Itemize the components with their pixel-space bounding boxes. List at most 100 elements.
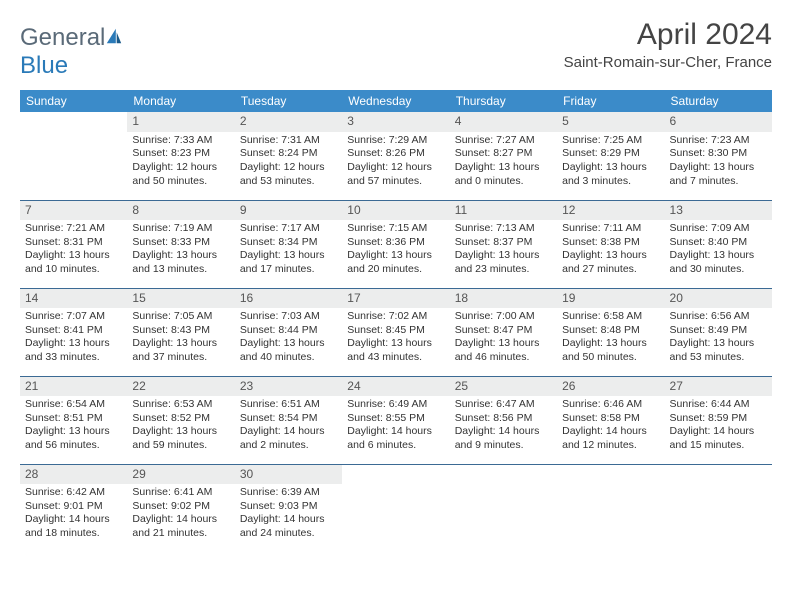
day-number: 8	[127, 201, 234, 221]
day-number: 20	[665, 289, 772, 309]
logo-text-general: General	[20, 24, 105, 51]
daylight-line1: Daylight: 13 hours	[132, 249, 229, 263]
daylight-line1: Daylight: 13 hours	[455, 337, 552, 351]
day-details: Sunrise: 6:39 AMSunset: 9:03 PMDaylight:…	[240, 486, 337, 541]
sunrise-line: Sunrise: 6:41 AM	[132, 486, 229, 500]
sunrise-line: Sunrise: 6:54 AM	[25, 398, 122, 412]
day-details: Sunrise: 6:44 AMSunset: 8:59 PMDaylight:…	[670, 398, 767, 453]
day-header-row: Sunday Monday Tuesday Wednesday Thursday…	[20, 90, 772, 112]
sunset-line: Sunset: 9:02 PM	[132, 500, 229, 514]
daylight-line2: and 53 minutes.	[670, 351, 767, 365]
sunrise-line: Sunrise: 6:44 AM	[670, 398, 767, 412]
daylight-line2: and 43 minutes.	[347, 351, 444, 365]
daylight-line1: Daylight: 13 hours	[562, 161, 659, 175]
day-details: Sunrise: 6:46 AMSunset: 8:58 PMDaylight:…	[562, 398, 659, 453]
daylight-line2: and 24 minutes.	[240, 527, 337, 541]
month-title: April 2024	[564, 18, 772, 52]
day-number: 27	[665, 377, 772, 397]
day-details: Sunrise: 7:02 AMSunset: 8:45 PMDaylight:…	[347, 310, 444, 365]
daylight-line2: and 27 minutes.	[562, 263, 659, 277]
day-number: 3	[342, 112, 449, 132]
calendar-row: 21Sunrise: 6:54 AMSunset: 8:51 PMDayligh…	[20, 376, 772, 464]
daylight-line2: and 53 minutes.	[240, 175, 337, 189]
sunset-line: Sunset: 8:37 PM	[455, 236, 552, 250]
day-number: 10	[342, 201, 449, 221]
day-details: Sunrise: 6:51 AMSunset: 8:54 PMDaylight:…	[240, 398, 337, 453]
logo-text: GeneralBlue	[20, 24, 123, 80]
day-details: Sunrise: 6:58 AMSunset: 8:48 PMDaylight:…	[562, 310, 659, 365]
sunset-line: Sunset: 8:36 PM	[347, 236, 444, 250]
daylight-line1: Daylight: 13 hours	[670, 161, 767, 175]
sunrise-line: Sunrise: 7:07 AM	[25, 310, 122, 324]
daylight-line2: and 3 minutes.	[562, 175, 659, 189]
sunset-line: Sunset: 8:24 PM	[240, 147, 337, 161]
day-details: Sunrise: 7:33 AMSunset: 8:23 PMDaylight:…	[132, 134, 229, 189]
daylight-line1: Daylight: 13 hours	[25, 425, 122, 439]
calendar-cell	[665, 464, 772, 547]
daylight-line1: Daylight: 13 hours	[347, 337, 444, 351]
day-number: 21	[20, 377, 127, 397]
sunset-line: Sunset: 8:52 PM	[132, 412, 229, 426]
day-details: Sunrise: 6:56 AMSunset: 8:49 PMDaylight:…	[670, 310, 767, 365]
day-header: Monday	[127, 90, 234, 112]
daylight-line2: and 15 minutes.	[670, 439, 767, 453]
day-number: 11	[450, 201, 557, 221]
calendar-row: 28Sunrise: 6:42 AMSunset: 9:01 PMDayligh…	[20, 464, 772, 547]
day-number: 23	[235, 377, 342, 397]
daylight-line2: and 46 minutes.	[455, 351, 552, 365]
daylight-line1: Daylight: 12 hours	[132, 161, 229, 175]
sunrise-line: Sunrise: 7:15 AM	[347, 222, 444, 236]
daylight-line1: Daylight: 14 hours	[240, 513, 337, 527]
daylight-line1: Daylight: 13 hours	[455, 249, 552, 263]
sunset-line: Sunset: 8:47 PM	[455, 324, 552, 338]
calendar-cell: 9Sunrise: 7:17 AMSunset: 8:34 PMDaylight…	[235, 200, 342, 288]
sunset-line: Sunset: 8:29 PM	[562, 147, 659, 161]
sunrise-line: Sunrise: 7:02 AM	[347, 310, 444, 324]
calendar-cell	[20, 112, 127, 200]
sunrise-line: Sunrise: 6:47 AM	[455, 398, 552, 412]
calendar-cell: 17Sunrise: 7:02 AMSunset: 8:45 PMDayligh…	[342, 288, 449, 376]
daylight-line2: and 59 minutes.	[132, 439, 229, 453]
sunset-line: Sunset: 8:55 PM	[347, 412, 444, 426]
day-details: Sunrise: 7:25 AMSunset: 8:29 PMDaylight:…	[562, 134, 659, 189]
calendar-cell: 4Sunrise: 7:27 AMSunset: 8:27 PMDaylight…	[450, 112, 557, 200]
day-details: Sunrise: 7:29 AMSunset: 8:26 PMDaylight:…	[347, 134, 444, 189]
calendar-cell: 1Sunrise: 7:33 AMSunset: 8:23 PMDaylight…	[127, 112, 234, 200]
day-details: Sunrise: 7:07 AMSunset: 8:41 PMDaylight:…	[25, 310, 122, 365]
sunset-line: Sunset: 8:51 PM	[25, 412, 122, 426]
daylight-line1: Daylight: 14 hours	[562, 425, 659, 439]
day-number: 19	[557, 289, 664, 309]
sunrise-line: Sunrise: 6:58 AM	[562, 310, 659, 324]
day-details: Sunrise: 7:03 AMSunset: 8:44 PMDaylight:…	[240, 310, 337, 365]
day-number: 4	[450, 112, 557, 132]
calendar-cell: 19Sunrise: 6:58 AMSunset: 8:48 PMDayligh…	[557, 288, 664, 376]
calendar-cell	[450, 464, 557, 547]
header: GeneralBlue April 2024 Saint-Romain-sur-…	[20, 18, 772, 80]
daylight-line1: Daylight: 14 hours	[455, 425, 552, 439]
logo: GeneralBlue	[20, 24, 123, 80]
calendar-cell: 11Sunrise: 7:13 AMSunset: 8:37 PMDayligh…	[450, 200, 557, 288]
calendar-table: Sunday Monday Tuesday Wednesday Thursday…	[20, 90, 772, 547]
day-header: Sunday	[20, 90, 127, 112]
sunrise-line: Sunrise: 7:13 AM	[455, 222, 552, 236]
sunrise-line: Sunrise: 6:46 AM	[562, 398, 659, 412]
sunrise-line: Sunrise: 6:56 AM	[670, 310, 767, 324]
calendar-cell: 26Sunrise: 6:46 AMSunset: 8:58 PMDayligh…	[557, 376, 664, 464]
day-details: Sunrise: 6:54 AMSunset: 8:51 PMDaylight:…	[25, 398, 122, 453]
day-number: 29	[127, 465, 234, 485]
day-number: 12	[557, 201, 664, 221]
calendar-cell	[342, 464, 449, 547]
daylight-line1: Daylight: 13 hours	[562, 249, 659, 263]
day-number: 9	[235, 201, 342, 221]
sunset-line: Sunset: 8:34 PM	[240, 236, 337, 250]
daylight-line1: Daylight: 13 hours	[25, 249, 122, 263]
daylight-line2: and 23 minutes.	[455, 263, 552, 277]
sunset-line: Sunset: 8:54 PM	[240, 412, 337, 426]
daylight-line1: Daylight: 13 hours	[240, 337, 337, 351]
day-number: 6	[665, 112, 772, 132]
calendar-cell: 22Sunrise: 6:53 AMSunset: 8:52 PMDayligh…	[127, 376, 234, 464]
calendar-cell: 3Sunrise: 7:29 AMSunset: 8:26 PMDaylight…	[342, 112, 449, 200]
day-details: Sunrise: 7:15 AMSunset: 8:36 PMDaylight:…	[347, 222, 444, 277]
sunset-line: Sunset: 8:45 PM	[347, 324, 444, 338]
daylight-line2: and 6 minutes.	[347, 439, 444, 453]
